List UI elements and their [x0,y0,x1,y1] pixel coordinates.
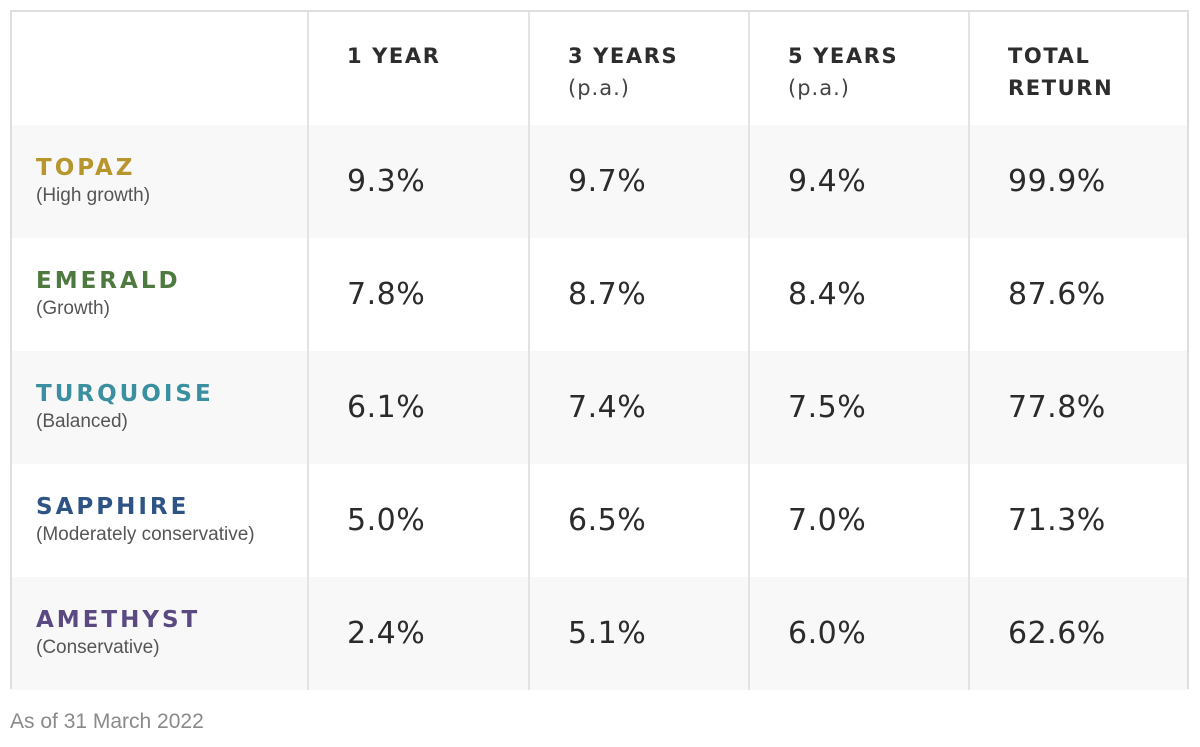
five-years-value: 7.5% [748,351,969,464]
header-3-years: 3 YEARS (p.a.) [528,12,749,125]
fund-cell-sapphire: SAPPHIRE (Moderately conservative) [12,464,308,577]
fund-cell-topaz: TOPAZ (High growth) [12,125,308,238]
total-return-value: 71.3% [968,464,1187,577]
header-total-return-line1: TOTAL [1008,44,1091,68]
one-year-value: 7.8% [307,238,529,351]
header-5-years-sub: (p.a.) [788,76,850,100]
returns-table-container: 1 YEAR 3 YEARS (p.a.) 5 YEARS (p.a.) TOT… [10,10,1189,690]
total-return-value: 99.9% [968,125,1187,238]
one-year-value: 6.1% [307,351,529,464]
as-of-date-note: As of 31 March 2022 [10,710,204,733]
three-years-value: 5.1% [528,577,749,690]
three-years-value: 9.7% [528,125,749,238]
table-row: AMETHYST (Conservative) 2.4% 5.1% 6.0% 6… [12,577,1187,690]
table-row: EMERALD (Growth) 7.8% 8.7% 8.4% 87.6% [12,238,1187,351]
fund-description: (Moderately conservative) [36,524,255,545]
total-return-value: 77.8% [968,351,1187,464]
fund-name: SAPPHIRE [36,494,190,520]
header-5-years: 5 YEARS (p.a.) [748,12,969,125]
one-year-value: 5.0% [307,464,529,577]
fund-name: EMERALD [36,268,181,294]
fund-description: (Balanced) [36,411,128,432]
total-return-value: 62.6% [968,577,1187,690]
fund-name: AMETHYST [36,607,201,633]
fund-cell-emerald: EMERALD (Growth) [12,238,308,351]
one-year-value: 9.3% [307,125,529,238]
fund-description: (High growth) [36,185,151,206]
header-5-years-label: 5 YEARS [788,44,899,68]
table-row: TOPAZ (High growth) 9.3% 9.7% 9.4% 99.9% [12,125,1187,238]
header-1-year: 1 YEAR [307,12,529,125]
three-years-value: 8.7% [528,238,749,351]
fund-name: TOPAZ [36,155,136,181]
five-years-value: 7.0% [748,464,969,577]
header-total-return: TOTAL RETURN [968,12,1187,125]
total-return-value: 87.6% [968,238,1187,351]
header-total-return-line2: RETURN [1008,76,1114,100]
fund-description: (Conservative) [36,637,160,658]
three-years-value: 7.4% [528,351,749,464]
table-row: TURQUOISE (Balanced) 6.1% 7.4% 7.5% 77.8… [12,351,1187,464]
fund-description: (Growth) [36,298,110,319]
header-corner [12,12,308,125]
five-years-value: 6.0% [748,577,969,690]
header-1-year-label: 1 YEAR [347,44,441,68]
three-years-value: 6.5% [528,464,749,577]
header-3-years-sub: (p.a.) [568,76,630,100]
one-year-value: 2.4% [307,577,529,690]
five-years-value: 9.4% [748,125,969,238]
fund-cell-amethyst: AMETHYST (Conservative) [12,577,308,690]
table-row: SAPPHIRE (Moderately conservative) 5.0% … [12,464,1187,577]
fund-name: TURQUOISE [36,381,214,407]
table-header-row: 1 YEAR 3 YEARS (p.a.) 5 YEARS (p.a.) TOT… [12,12,1187,125]
fund-returns-table: 1 YEAR 3 YEARS (p.a.) 5 YEARS (p.a.) TOT… [12,12,1187,690]
fund-cell-turquoise: TURQUOISE (Balanced) [12,351,308,464]
five-years-value: 8.4% [748,238,969,351]
header-3-years-label: 3 YEARS [568,44,679,68]
